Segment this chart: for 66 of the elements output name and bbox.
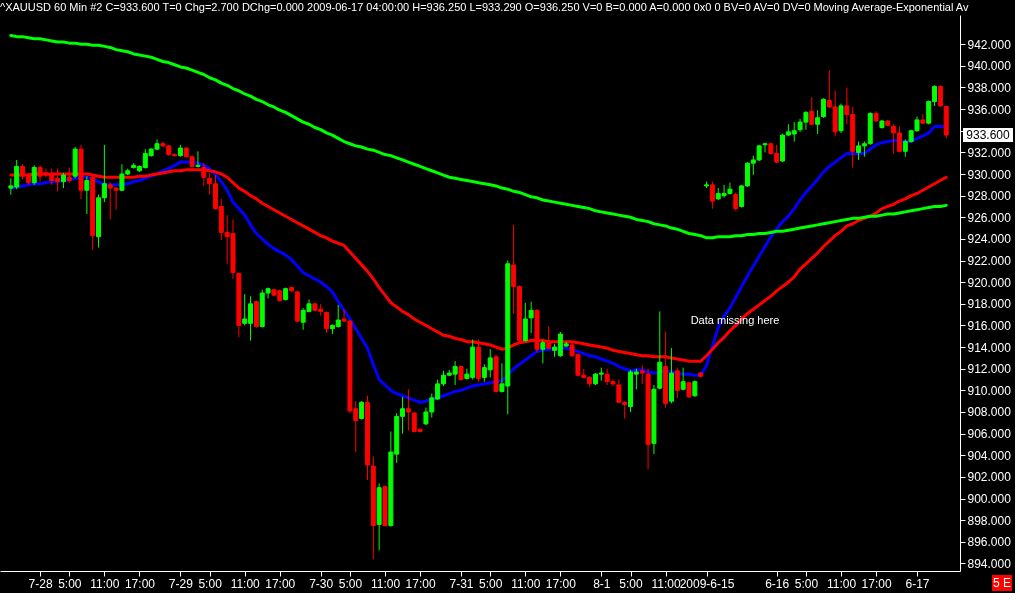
x-tick-label: 8-1 [593, 576, 611, 591]
y-tick-label: 922.000 [967, 254, 1012, 269]
x-tick-label: 7-31 [449, 576, 474, 591]
y-tick-label: 932.000 [967, 145, 1012, 160]
x-tick-label: 17:00 [405, 576, 436, 591]
x-tick-label: 7-29 [168, 576, 194, 591]
x-tick-label: 11:00 [90, 576, 120, 591]
candlestick [324, 310, 330, 334]
y-tick-label: 918.000 [967, 297, 1012, 312]
candlestick [709, 181, 715, 210]
x-tick-label: 11:00 [826, 576, 857, 591]
y-tick-label: 910.000 [967, 383, 1012, 398]
y-tick-label: 908.000 [967, 405, 1012, 420]
x-tick-label: 11:00 [230, 576, 261, 591]
x-tick-label: 6-16 [765, 576, 790, 591]
x-tick-label: 17:00 [265, 576, 296, 591]
candlestick [540, 340, 546, 364]
y-tick-label: 940.000 [967, 59, 1012, 74]
candlestick [195, 150, 201, 169]
x-tick-label: 2009-6-15 [679, 576, 735, 591]
candlestick [815, 109, 821, 135]
x-tick-label: 5:00 [619, 576, 644, 591]
x-tick-label: 5:00 [794, 576, 819, 591]
candlestick [674, 367, 680, 399]
x-tick-label: 5:00 [338, 576, 363, 591]
y-tick-label: 942.000 [967, 37, 1012, 52]
candlestick [762, 142, 768, 153]
y-tick-label: 902.000 [967, 470, 1012, 485]
x-tick-label: 11:00 [511, 576, 541, 591]
x-tick-label: 17:00 [861, 576, 892, 591]
candlestick [31, 164, 37, 186]
y-tick-label: 914.000 [967, 340, 1012, 355]
line-series [9, 34, 948, 240]
x-tick-label: 5:00 [58, 576, 82, 591]
x-tick-label: 7-30 [309, 576, 334, 591]
text: 933.600 [966, 128, 1011, 143]
y-tick-label: 938.000 [967, 80, 1012, 95]
chart-title: ^XAUUSD 60 Min #2 C=933.600 T=0 Chg=2.700 DChg=0.000 2009-06-17 04:00:00 H=936.250 L=933.290 O=936.250 V=0 B=0.000 A=0.000 0x0 0 BV=0 AV=0 DV=0 Moving Average-Exponential Av [0, 1, 969, 13]
y-tick-label: 936.000 [967, 102, 1012, 117]
y-tick-label: 904.000 [967, 448, 1012, 463]
y-tick-label: 920.000 [967, 275, 1012, 290]
y-tick-label: 894.000 [967, 556, 1012, 571]
y-tick-label: 896.000 [967, 535, 1012, 550]
x-tick-label: 11:00 [370, 576, 401, 591]
candlestick [820, 97, 826, 119]
x-tick-label: 7-28 [28, 576, 53, 591]
y-tick-label: 926.000 [967, 210, 1012, 225]
candlestick [359, 400, 365, 421]
x-tick-label: 17:00 [545, 576, 577, 591]
x-tick-label: 5:00 [198, 576, 223, 591]
x-tick-label: 5:00 [479, 576, 503, 591]
y-tick-label: 930.000 [967, 167, 1012, 182]
y-tick-label: 898.000 [967, 513, 1012, 528]
y-tick-label: 924.000 [967, 232, 1012, 247]
x-tick-label: 17:00 [124, 576, 156, 591]
candlestick [84, 175, 90, 215]
x-tick-label: 6-17 [905, 576, 930, 591]
y-tick-label: 900.000 [967, 492, 1012, 507]
x-tick-label: 11:00 [651, 576, 682, 591]
candlestick [809, 96, 815, 126]
y-tick-label: 916.000 [967, 318, 1012, 333]
y-tick-label: 912.000 [967, 362, 1012, 377]
y-tick-label: 928.000 [967, 189, 1012, 204]
candlestick [733, 191, 739, 212]
y-tick-label: 906.000 [967, 427, 1012, 442]
text: 5 E [992, 576, 1012, 590]
